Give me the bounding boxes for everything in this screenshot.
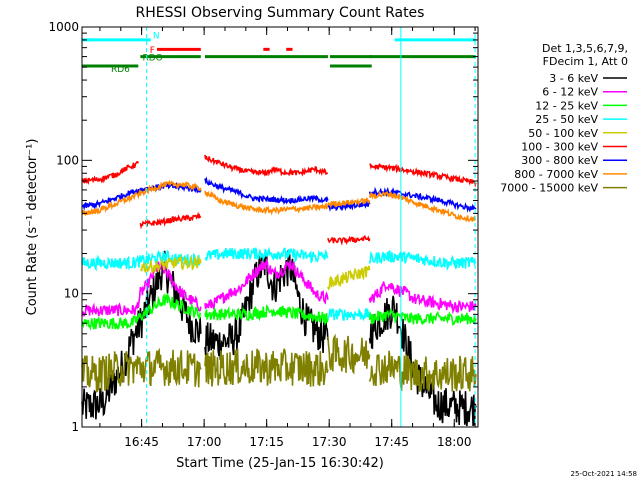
footer-date: 25-Oct-2021 14:58 xyxy=(571,470,637,478)
series-7000-15000-kev xyxy=(81,333,477,393)
series-line xyxy=(368,190,477,223)
series-line xyxy=(81,179,202,217)
plot-frame xyxy=(81,26,479,428)
series-50-100-kev xyxy=(140,253,371,291)
series-line xyxy=(204,154,328,177)
flag-label: RD6 xyxy=(111,65,130,75)
legend-label: 300 - 800 keV xyxy=(521,154,598,167)
legend-label: 50 - 100 keV xyxy=(528,127,598,140)
series-800-7000-kev xyxy=(81,179,477,223)
x-axis-label: Start Time (25-Jan-15 16:30:42) xyxy=(176,456,384,471)
series-line xyxy=(368,186,477,213)
flag-label: N xyxy=(153,31,160,41)
legend-label: 25 - 50 keV xyxy=(535,113,598,126)
series-100-300-kev xyxy=(81,154,477,246)
legend-header: Det 1,3,5,6,7,9, xyxy=(542,42,628,55)
x-tick-label: 17:00 xyxy=(187,435,222,449)
y-tick-label: 1000 xyxy=(48,20,79,34)
y-tick-label: 10 xyxy=(64,287,79,301)
x-tick-label: 18:00 xyxy=(437,435,472,449)
series-line xyxy=(368,250,477,272)
series-300-800-kev xyxy=(81,176,477,213)
series-line xyxy=(368,308,477,326)
series-25-50-kev xyxy=(81,246,477,322)
series-line xyxy=(204,348,329,387)
series-line xyxy=(327,197,371,209)
series-line xyxy=(81,250,202,420)
x-tick-label: 17:15 xyxy=(249,435,284,449)
legend-label: 100 - 300 keV xyxy=(521,141,598,154)
x-tick-label: 17:45 xyxy=(374,435,409,449)
series-line xyxy=(368,350,477,392)
x-tick-label: 17:30 xyxy=(312,435,347,449)
legend-header: FDecim 1, Att 0 xyxy=(543,55,628,68)
series-layer xyxy=(81,154,477,427)
series-line xyxy=(81,261,202,318)
series-line xyxy=(139,211,202,230)
flag-label: F xyxy=(150,46,155,56)
x-tick-label: 16:45 xyxy=(124,435,159,449)
series-line xyxy=(204,190,329,216)
series-line xyxy=(368,281,477,315)
series-6-12-kev xyxy=(81,257,477,318)
series-line xyxy=(81,249,201,272)
series-12-25-kev xyxy=(81,292,477,331)
series-line xyxy=(81,292,202,331)
series-line xyxy=(327,235,371,246)
series-line xyxy=(204,176,329,205)
series-line xyxy=(327,307,371,322)
y-tick-label: 100 xyxy=(56,153,79,167)
legend-label: 3 - 6 keV xyxy=(549,72,598,85)
legend-label: 12 - 25 keV xyxy=(535,99,598,112)
series-line xyxy=(140,253,202,274)
legend-label: 7000 - 15000 keV xyxy=(500,182,598,195)
y-axis-label: Count Rate (s⁻¹ detector⁻¹) xyxy=(25,139,40,316)
y-tick-label: 1 xyxy=(71,420,79,434)
series-line xyxy=(204,257,329,310)
series-line xyxy=(327,265,371,291)
series-line xyxy=(327,333,371,375)
marker-layer xyxy=(146,27,476,427)
legend-label: 6 - 12 keV xyxy=(542,86,598,99)
series-line xyxy=(81,347,202,393)
legend: Det 1,3,5,6,7,9,FDecim 1, Att 0 3 - 6 keV… xyxy=(500,42,628,195)
series-line xyxy=(369,162,477,188)
flag-label: RDO xyxy=(142,54,162,64)
series-line xyxy=(81,181,202,211)
series-line xyxy=(204,246,329,264)
chart-title: RHESSI Observing Summary Count Rates xyxy=(136,5,425,21)
axis-layer: 16:45 17:00 17:15 17:30 17:45 18:00 1 10 100 1000 xyxy=(48,20,478,449)
series-line xyxy=(204,304,329,326)
legend-label: 800 - 7000 keV xyxy=(514,168,598,181)
series-line xyxy=(81,161,140,186)
